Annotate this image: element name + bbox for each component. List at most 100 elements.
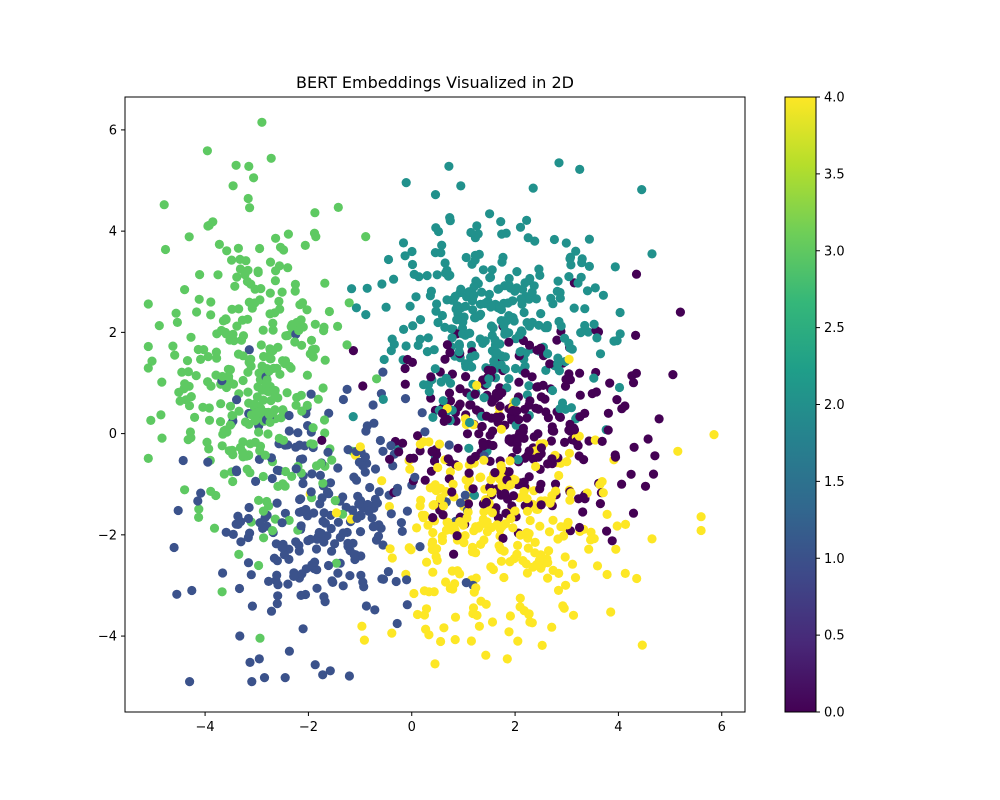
data-point (470, 351, 480, 361)
data-point (452, 531, 462, 541)
data-point (234, 406, 244, 416)
data-point (244, 161, 254, 171)
data-point (595, 499, 606, 509)
data-point (461, 372, 471, 382)
data-point (180, 379, 190, 389)
data-point (506, 283, 516, 293)
data-point (236, 335, 247, 345)
data-point (610, 262, 620, 272)
data-point (696, 525, 706, 536)
data-point (543, 459, 553, 469)
data-point (296, 315, 306, 325)
data-point (392, 618, 402, 629)
data-point (251, 476, 261, 486)
data-point (231, 160, 241, 170)
data-point (320, 597, 330, 607)
data-point (404, 543, 414, 553)
data-point (505, 480, 516, 490)
data-point (508, 491, 519, 501)
data-point (442, 295, 452, 305)
data-point (498, 533, 508, 544)
y-tick-label: 6 (109, 123, 117, 138)
data-point (297, 569, 307, 579)
data-point (266, 354, 276, 364)
data-point (309, 228, 320, 238)
data-point (265, 309, 275, 319)
data-point (460, 490, 470, 500)
data-point (432, 270, 442, 280)
data-point (400, 394, 411, 404)
data-point (364, 506, 374, 516)
data-point (468, 484, 478, 494)
data-point (327, 455, 337, 465)
data-point (536, 343, 546, 353)
data-point (527, 618, 537, 628)
data-point (319, 537, 329, 547)
data-point (180, 285, 190, 295)
data-point (191, 371, 201, 381)
colorbar-tick-label: 1.5 (824, 475, 845, 490)
data-point (571, 246, 581, 256)
data-point (440, 258, 450, 268)
data-point (350, 554, 360, 565)
data-point (444, 161, 454, 171)
data-point (597, 436, 607, 446)
data-point (407, 246, 417, 257)
data-point (412, 609, 423, 620)
data-point (567, 559, 578, 569)
data-point (448, 479, 458, 489)
y-tick-label: 2 (109, 326, 117, 341)
data-point (331, 508, 341, 518)
data-point (609, 336, 619, 346)
data-point (325, 666, 335, 676)
data-point (319, 415, 330, 425)
data-point (504, 337, 514, 347)
data-point (318, 670, 328, 680)
data-point (301, 504, 311, 515)
data-point (244, 502, 254, 513)
data-point (284, 426, 294, 436)
x-tick-label: 4 (614, 720, 622, 735)
data-point (542, 320, 553, 331)
data-point (590, 283, 600, 293)
data-point (302, 370, 312, 380)
data-point (387, 553, 397, 563)
data-point (259, 533, 269, 543)
data-point (391, 576, 401, 587)
data-point (243, 513, 254, 524)
data-point (387, 628, 397, 638)
data-point (411, 292, 421, 302)
data-point (487, 397, 497, 407)
data-point (250, 298, 260, 308)
data-point (548, 565, 558, 576)
data-point (525, 515, 535, 526)
data-point (428, 500, 438, 510)
data-point (445, 396, 455, 406)
data-point (347, 284, 357, 294)
colorbar-tick-label: 3.0 (824, 244, 845, 259)
data-point (415, 439, 425, 449)
data-point (319, 508, 329, 518)
data-point (409, 588, 419, 599)
data-point (280, 466, 291, 477)
data-point (515, 222, 526, 232)
data-point (342, 340, 352, 350)
data-point (266, 153, 276, 163)
data-point (553, 534, 563, 544)
data-point (219, 469, 229, 479)
data-point (500, 352, 510, 362)
y-tick-label: 0 (109, 427, 117, 442)
data-point (383, 254, 394, 265)
data-point (580, 320, 590, 331)
data-point (320, 355, 330, 365)
data-point (497, 521, 507, 531)
data-point (531, 560, 542, 570)
data-point (254, 654, 264, 664)
data-point (361, 310, 371, 320)
data-point (515, 602, 525, 612)
data-point (552, 335, 562, 345)
data-point (518, 556, 528, 566)
data-point (615, 307, 625, 318)
data-point (272, 599, 282, 609)
data-point (569, 425, 580, 435)
